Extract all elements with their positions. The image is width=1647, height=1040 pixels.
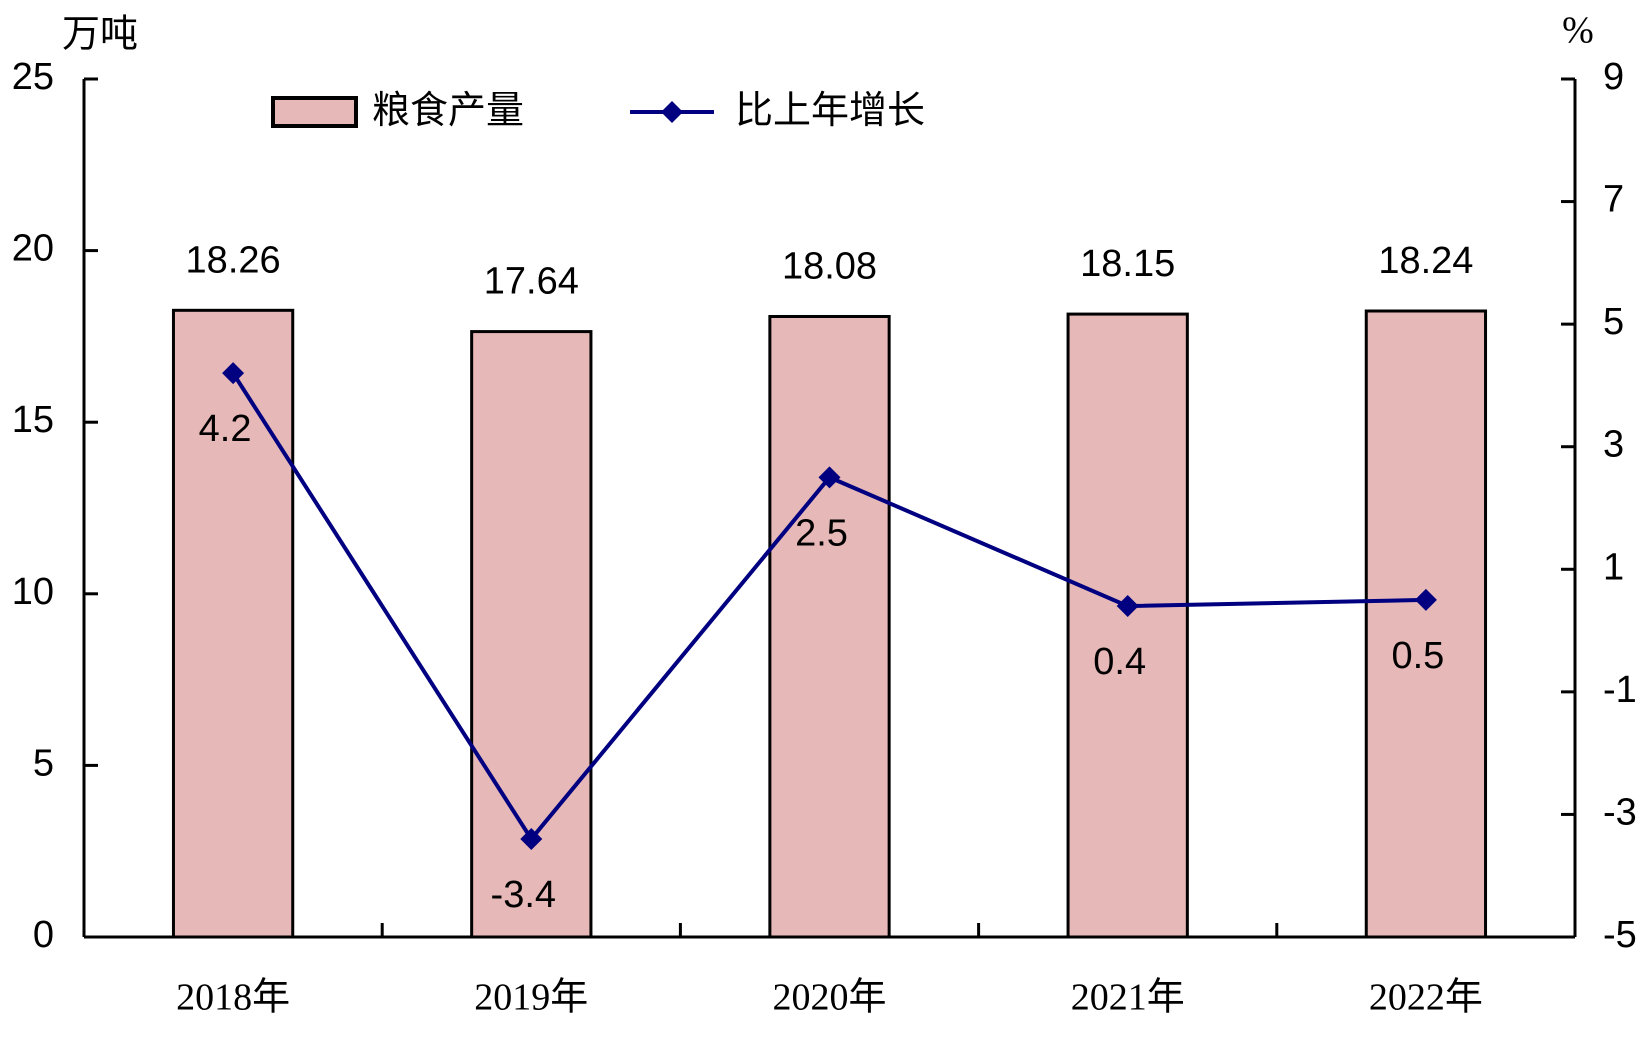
y-tick-label: 5 [33, 742, 54, 784]
bar [1364, 309, 1488, 939]
line-value-label: 0.4 [1093, 641, 1146, 683]
line-marker [520, 827, 543, 850]
y2-tick-label: 7 [1603, 179, 1624, 221]
x-tick-label: 2019年 [474, 977, 588, 1019]
y2-tick-label: -3 [1603, 791, 1637, 833]
line-marker [818, 466, 841, 489]
bar-value-label: 18.26 [186, 239, 281, 281]
y2-tick-label: -1 [1603, 669, 1637, 711]
bar [171, 308, 295, 939]
bar [1066, 312, 1189, 939]
y2-axis-label: % [1562, 10, 1594, 52]
y2-tick-label: 9 [1603, 56, 1624, 98]
bar-value-label: 18.08 [782, 246, 877, 288]
bar-value-label: 18.15 [1080, 243, 1175, 285]
y-tick-label: 10 [12, 571, 54, 613]
y2-tick-label: 1 [1603, 546, 1624, 588]
y-tick-label: 15 [12, 399, 54, 441]
line-marker [1414, 588, 1437, 611]
x-tick-label: 2018年 [176, 977, 290, 1019]
line-value-label: -3.4 [491, 874, 556, 916]
line-value-label: 4.2 [199, 408, 252, 450]
bar-value-label: 17.64 [484, 261, 579, 303]
y-axis-label: 万吨 [62, 14, 138, 56]
y-tick-label: 20 [12, 228, 54, 270]
legend-label: 比上年增长 [735, 90, 925, 132]
y2-tick-label: -5 [1603, 914, 1637, 956]
x-tick-label: 2020年 [772, 977, 886, 1019]
y-tick-label: 25 [12, 56, 54, 98]
line-value-label: 2.5 [795, 512, 848, 554]
legend-marker [661, 101, 683, 123]
line-marker [222, 362, 245, 385]
x-tick-label: 2022年 [1369, 977, 1483, 1019]
y2-tick-label: 5 [1603, 301, 1624, 343]
y2-tick-label: 3 [1603, 424, 1624, 466]
bar-value-label: 18.24 [1378, 240, 1473, 282]
legend-swatch [271, 96, 358, 128]
line-marker [1116, 595, 1139, 618]
y-tick-label: 0 [33, 914, 54, 956]
legend-label: 粮食产量 [372, 90, 524, 132]
line-value-label: 0.5 [1391, 635, 1444, 677]
bar [768, 314, 891, 939]
x-tick-label: 2021年 [1071, 977, 1185, 1019]
